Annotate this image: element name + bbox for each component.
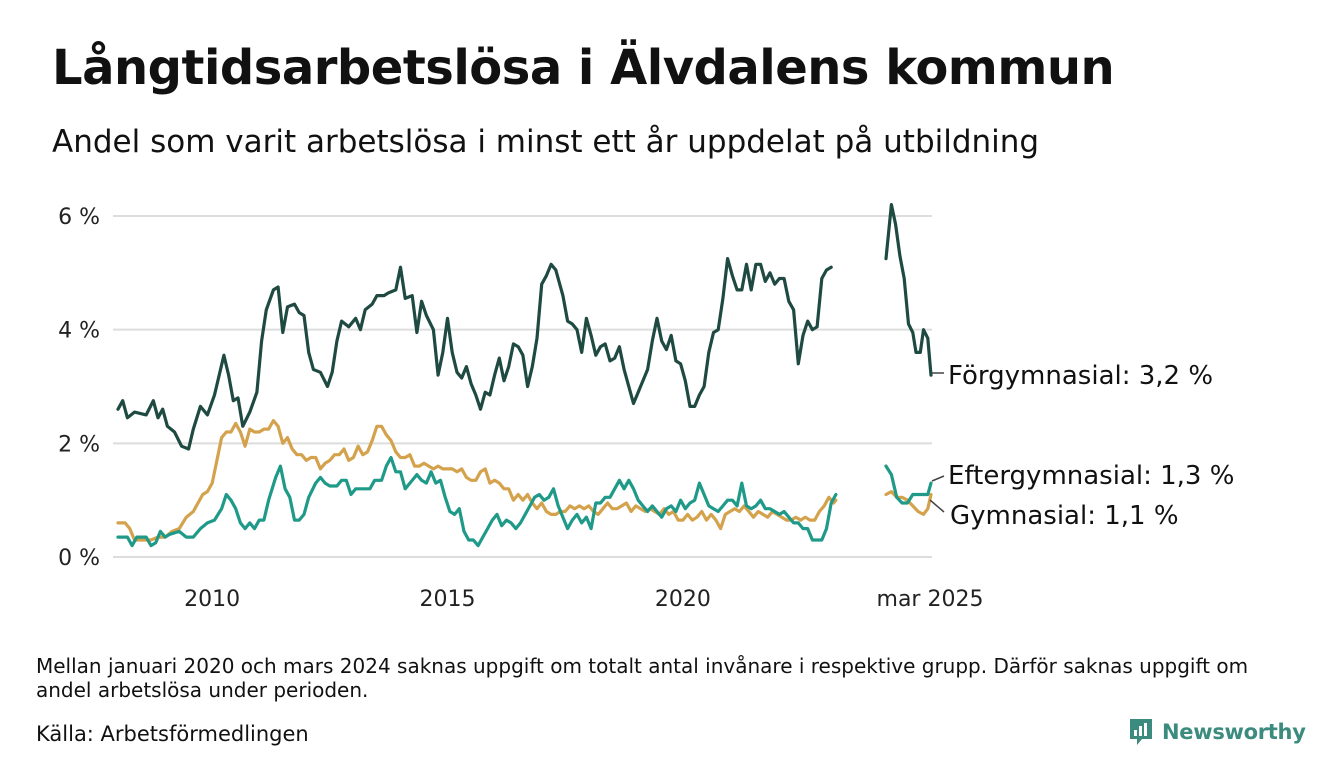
line-chart: 0 % 2 % 4 % 6 % 2010 2015 2020 mar 2025 Förgymna… xyxy=(58,203,1234,612)
y-tick-label: 0 % xyxy=(58,546,100,571)
label-leader-line xyxy=(931,475,945,482)
chart-title: Långtidsarbetslösa i Älvdalens kommun xyxy=(52,40,1115,96)
newsworthy-logo-text: Newsworthy xyxy=(1162,720,1306,744)
x-tick-label: 2015 xyxy=(420,587,476,612)
series-end-label: Förgymnasial: 3,2 % xyxy=(948,361,1213,391)
x-tick-label: 2020 xyxy=(655,587,711,612)
series-line-eftergymnasial xyxy=(884,464,933,505)
series-end-label: Eftergymnasial: 1,3 % xyxy=(948,461,1234,491)
newsworthy-logo[interactable]: Newsworthy xyxy=(1128,717,1306,747)
series-line-gymnasial xyxy=(884,490,933,517)
series-end-label: Gymnasial: 1,1 % xyxy=(950,501,1179,531)
footnote: Mellan januari 2020 och mars 2024 saknas… xyxy=(36,654,1249,702)
y-tick-label: 2 % xyxy=(58,432,100,457)
series-line-forgymnasial xyxy=(116,257,833,451)
chart-subtitle: Andel som varit arbetslösa i minst ett å… xyxy=(52,124,1040,160)
newsworthy-logo-icon xyxy=(1130,719,1152,745)
label-leader-line xyxy=(929,499,945,513)
x-tick-label-end: mar 2025 xyxy=(877,587,984,612)
series-line-forgymnasial xyxy=(884,203,933,377)
y-tick-label: 6 % xyxy=(58,205,100,230)
series-line-gymnasial xyxy=(116,419,838,542)
source-credit: Källa: Arbetsförmedlingen xyxy=(36,722,309,746)
x-tick-label: 2010 xyxy=(184,587,240,612)
series-line-eftergymnasial xyxy=(116,455,838,548)
y-tick-label: 4 % xyxy=(58,319,100,344)
